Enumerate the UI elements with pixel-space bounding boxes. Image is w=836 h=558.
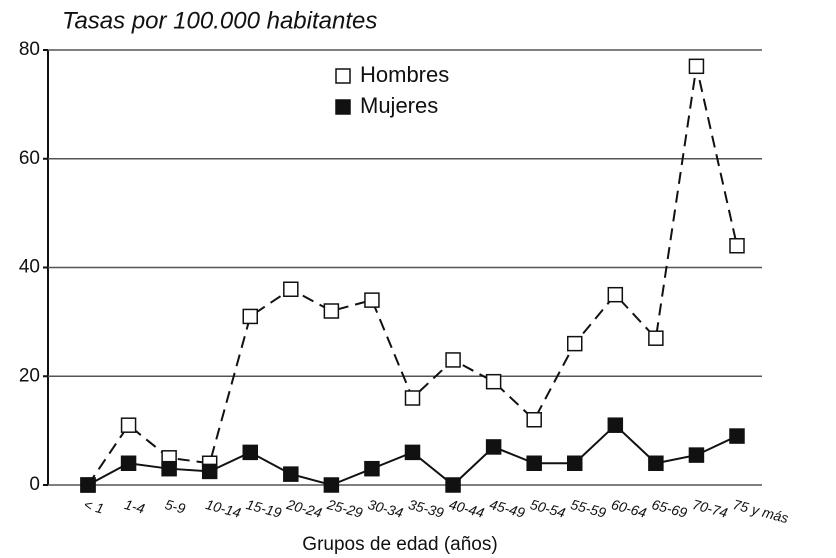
x-tick-label: 20-24 xyxy=(284,496,324,521)
data-point xyxy=(120,455,137,471)
legend-marker xyxy=(335,68,351,84)
legend-label: Mujeres xyxy=(360,93,438,118)
chart-title: Tasas por 100.000 habitantes xyxy=(62,7,377,34)
y-tick-label: 80 xyxy=(19,39,40,60)
y-tick-label: 20 xyxy=(19,365,40,386)
data-point xyxy=(242,444,258,461)
y-tick-label: 60 xyxy=(19,148,40,169)
x-tick-label: < 1 xyxy=(82,496,105,517)
x-tick-label: 65-69 xyxy=(650,496,689,521)
x-tick-label: 75 y más xyxy=(731,496,790,526)
x-tick-label: 35-39 xyxy=(407,496,446,521)
x-tick-label: 1-4 xyxy=(123,496,147,517)
data-point xyxy=(648,455,664,471)
x-tick-label: 50-54 xyxy=(528,496,567,521)
x-tick-label: 10-14 xyxy=(204,496,243,521)
legend-marker xyxy=(335,99,351,115)
data-point xyxy=(404,390,421,406)
data-point xyxy=(283,281,299,297)
data-point xyxy=(526,455,542,471)
data-point xyxy=(445,477,461,493)
data-point xyxy=(161,460,177,477)
x-tick-label: 45-49 xyxy=(488,496,527,521)
data-point xyxy=(607,417,624,433)
x-tick-label: 25-29 xyxy=(325,496,365,521)
data-point xyxy=(323,477,340,493)
y-tick-label: 40 xyxy=(19,257,40,278)
data-point xyxy=(729,238,745,254)
x-tick-label: 60-64 xyxy=(610,496,649,521)
x-tick-label: 15-19 xyxy=(245,496,284,521)
data-point xyxy=(607,286,624,303)
data-point xyxy=(729,428,745,444)
y-tick-label: 0 xyxy=(29,474,40,495)
x-axis-label: Grupos de edad (años) xyxy=(302,534,497,555)
x-tick-label: 5-9 xyxy=(163,496,187,517)
data-point xyxy=(567,335,583,352)
data-point xyxy=(567,455,583,471)
x-tick-label: 30-34 xyxy=(366,496,405,521)
x-tick-label: 40-44 xyxy=(447,496,486,521)
data-point xyxy=(688,58,705,75)
data-point xyxy=(648,330,664,346)
x-tick-label: 55-59 xyxy=(569,496,608,521)
data-point xyxy=(364,460,380,477)
data-point xyxy=(485,373,502,390)
x-tick-label: 70-74 xyxy=(691,496,730,521)
data-point xyxy=(445,352,461,368)
data-point xyxy=(283,466,299,482)
data-point xyxy=(242,308,258,325)
data-point xyxy=(120,417,137,433)
data-point xyxy=(364,292,380,308)
data-point xyxy=(80,477,96,493)
data-point xyxy=(688,447,705,463)
data-point xyxy=(323,303,340,319)
data-point xyxy=(404,444,421,461)
series-line xyxy=(87,66,738,486)
data-point xyxy=(201,463,218,480)
data-point xyxy=(526,412,542,428)
data-point xyxy=(485,439,502,455)
legend-label: Hombres xyxy=(360,62,449,87)
